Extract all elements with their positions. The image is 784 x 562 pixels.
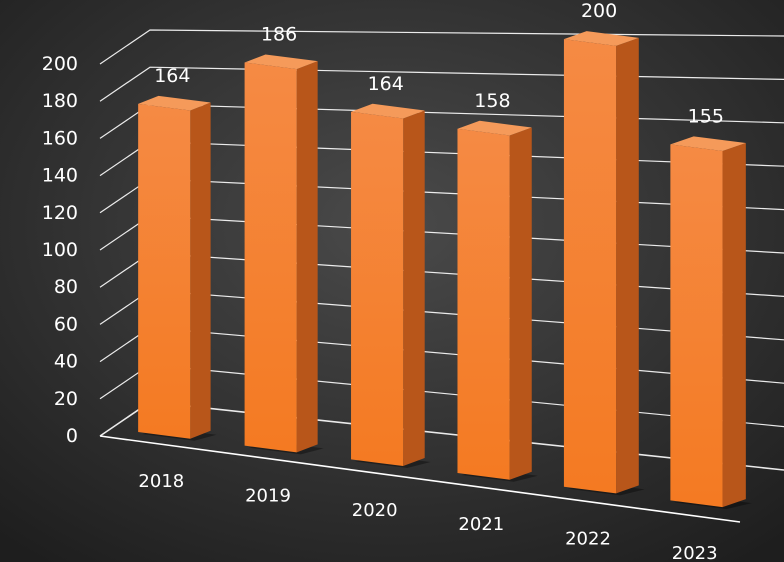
bar — [351, 103, 431, 469]
y-tick-label: 160 — [42, 127, 78, 149]
floor-front-edge — [99, 435, 741, 523]
bar-top — [457, 120, 532, 136]
bar-front — [457, 128, 510, 480]
x-axis-categories: 2018 2019 2020 2021 2022 2023 — [138, 471, 717, 562]
bar-top — [244, 54, 318, 70]
bar-front — [351, 111, 404, 467]
x-category-label: 2019 — [245, 486, 291, 507]
bars — [138, 31, 752, 510]
y-tick-label: 100 — [42, 239, 78, 261]
bar — [670, 136, 752, 510]
bar — [563, 31, 645, 496]
y-tick-label: 180 — [42, 90, 78, 112]
bar-front — [138, 103, 191, 439]
bar-front — [563, 39, 617, 494]
x-category-label: 2022 — [565, 529, 611, 550]
y-tick-label: 0 — [66, 425, 78, 447]
y-tick-label: 120 — [42, 202, 78, 224]
gridline — [99, 29, 784, 65]
bar-top — [138, 95, 211, 111]
data-label: 155 — [688, 105, 724, 127]
bar — [244, 54, 324, 455]
bar-front — [670, 144, 723, 508]
data-label: 200 — [581, 0, 617, 22]
bar-top — [670, 136, 746, 152]
y-tick-label: 40 — [54, 351, 78, 373]
x-category-label: 2020 — [352, 500, 398, 521]
data-label: 164 — [154, 65, 190, 87]
bar-top — [351, 103, 425, 119]
bar-front — [244, 62, 297, 453]
y-tick-label: 60 — [54, 313, 78, 335]
bar-side — [616, 37, 639, 494]
y-tick-label: 140 — [42, 165, 78, 187]
y-axis-ticks: 0 20 40 60 80 100 120 140 160 180 200 — [42, 53, 78, 447]
bar — [457, 120, 538, 482]
x-category-label: 2021 — [458, 514, 504, 535]
bar-side — [722, 143, 746, 508]
data-label: 186 — [261, 23, 297, 45]
bar — [138, 95, 217, 441]
bar-side — [190, 102, 211, 439]
bar-side — [509, 127, 532, 480]
y-tick-label: 20 — [54, 388, 78, 410]
x-category-label: 2023 — [672, 543, 718, 562]
y-tick-label: 80 — [54, 276, 78, 298]
data-labels: 164 186 164 158 200 155 — [154, 0, 724, 127]
x-category-label: 2018 — [138, 471, 184, 492]
data-label: 164 — [368, 73, 404, 95]
bar-top — [563, 31, 639, 46]
bar-side — [296, 61, 318, 453]
bar-side — [403, 110, 425, 467]
y-tick-label: 200 — [42, 53, 78, 75]
data-label: 158 — [474, 90, 510, 112]
